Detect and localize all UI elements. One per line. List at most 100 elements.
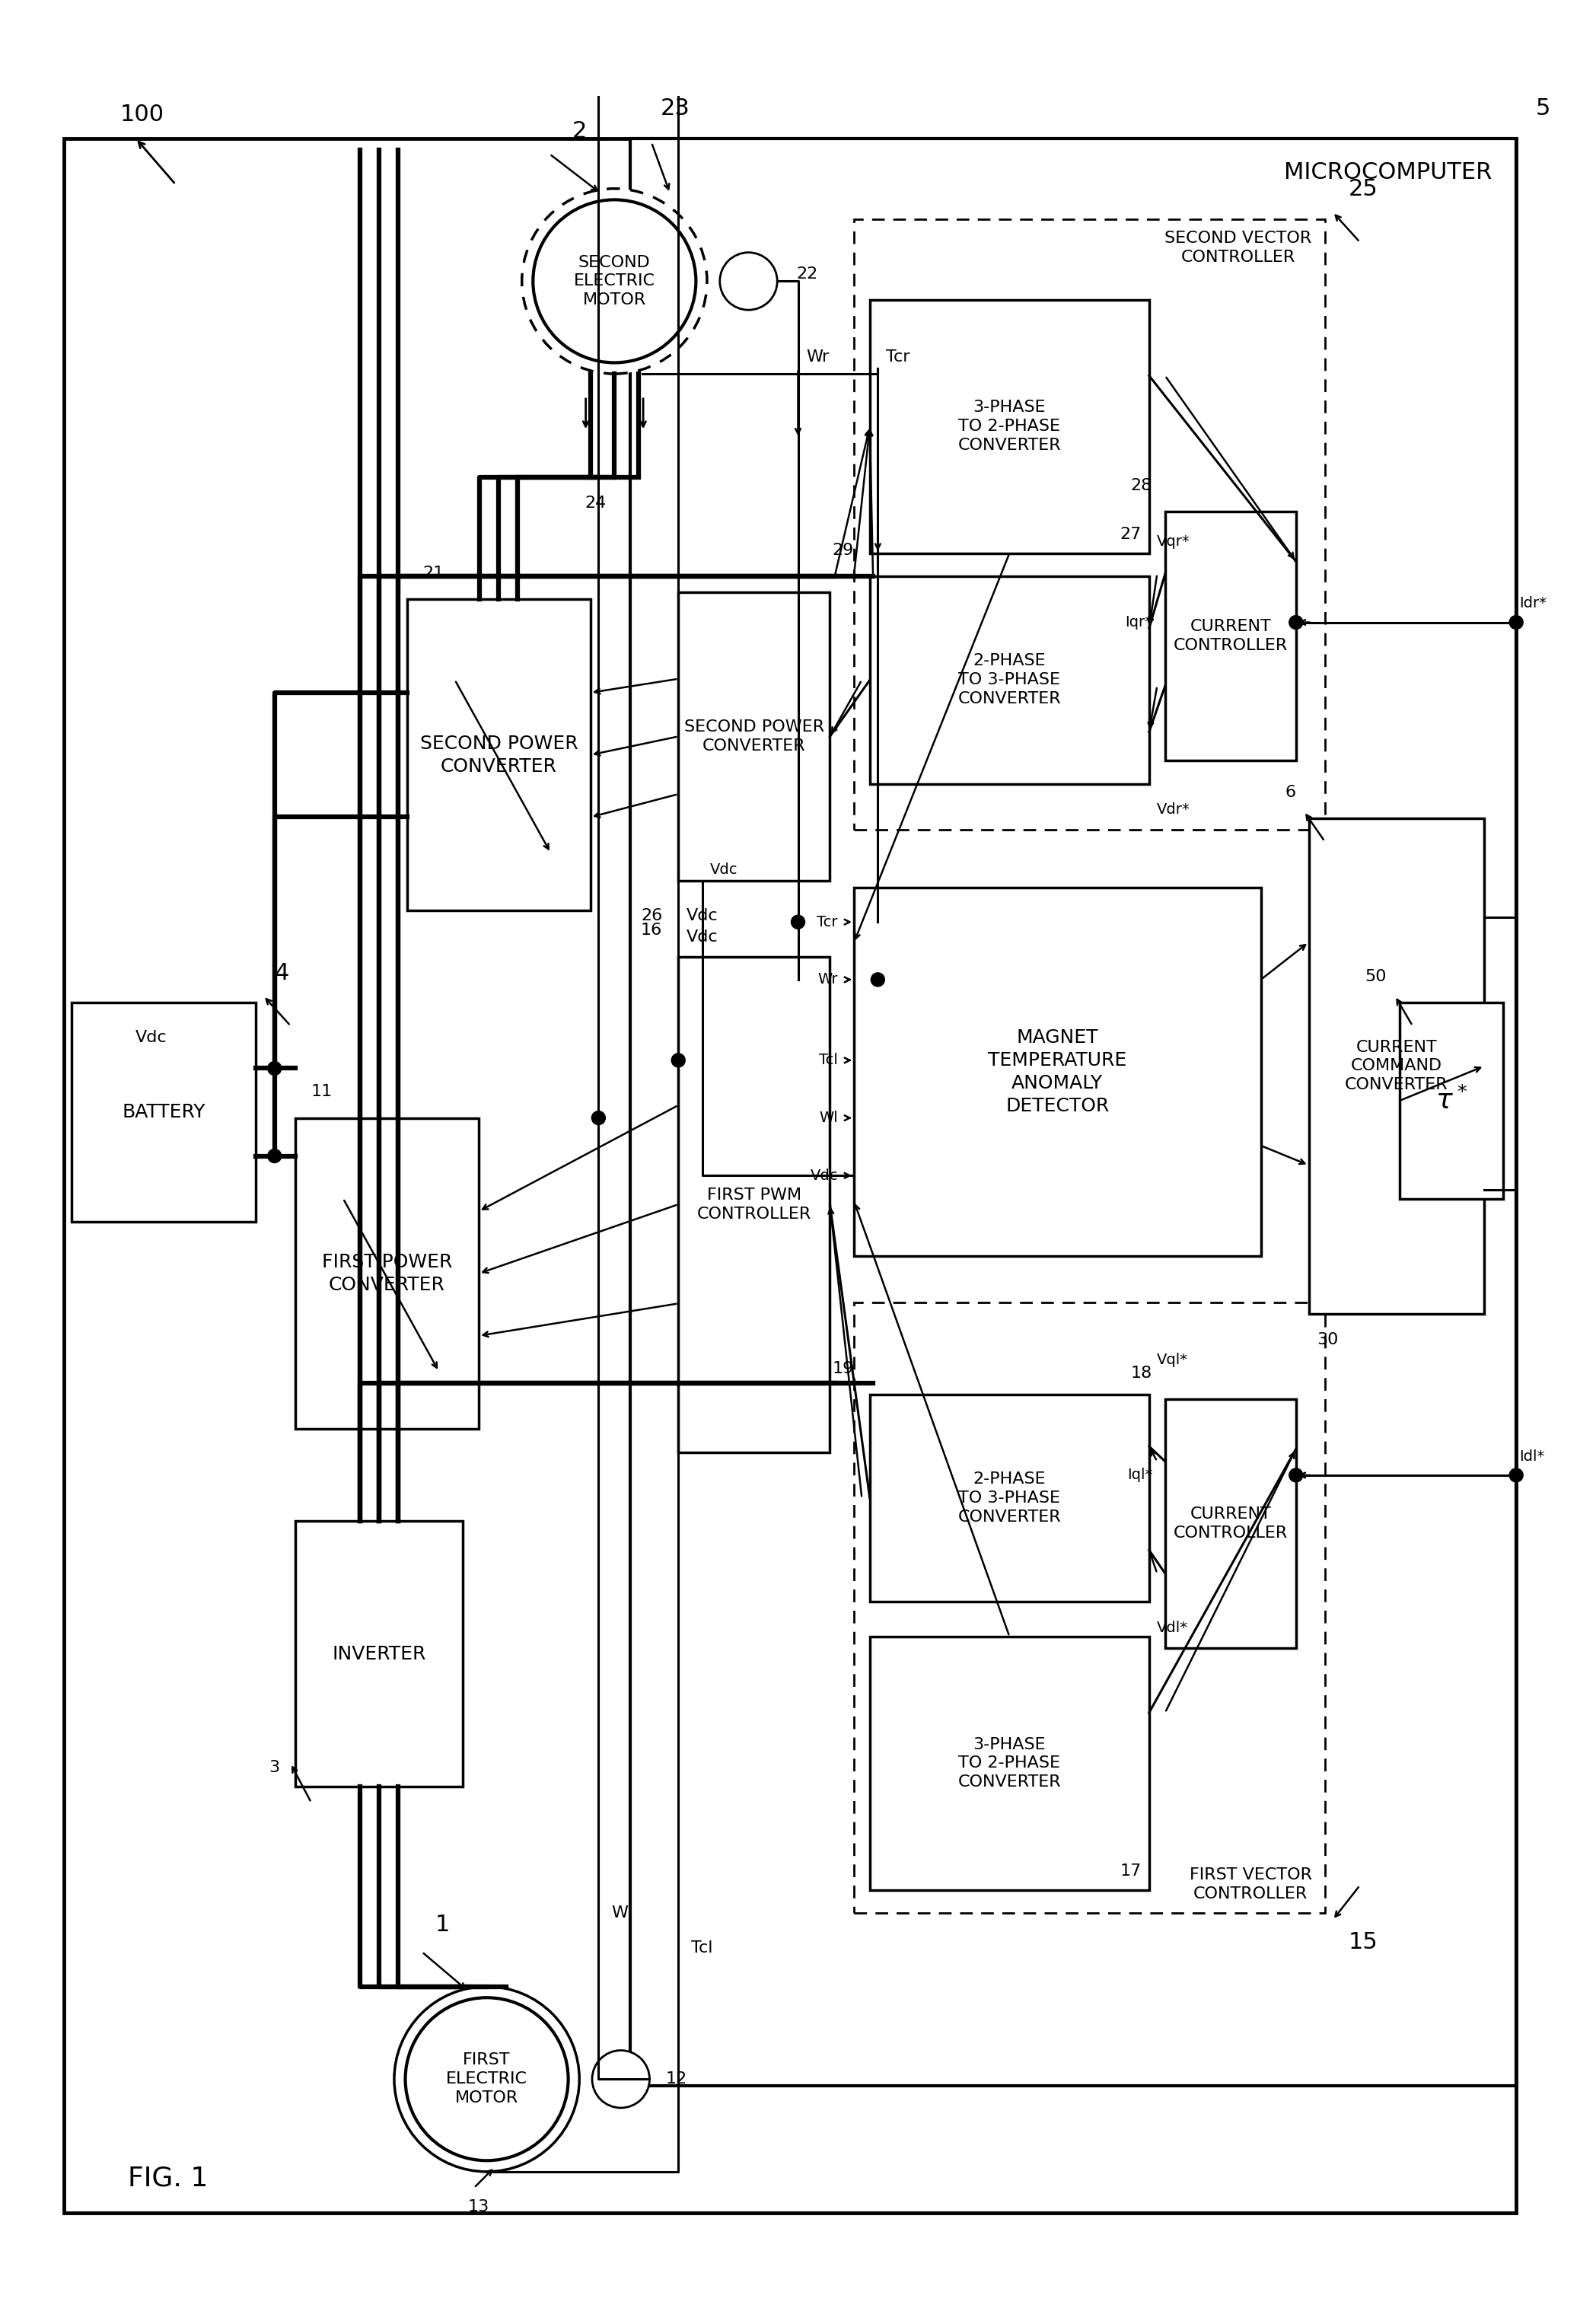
Bar (870, 1637, 1149, 1890)
Bar (870, 300, 1149, 553)
Text: 1: 1 (436, 1913, 450, 1936)
Text: CURRENT
COMMAND
CONVERTER: CURRENT COMMAND CONVERTER (1345, 1040, 1448, 1093)
Text: 19: 19 (833, 1360, 854, 1376)
Text: Vdl*: Vdl* (1157, 1620, 1189, 1634)
Text: 25: 25 (1349, 177, 1377, 201)
Bar (295, 1521, 463, 1786)
Circle shape (720, 254, 777, 309)
Text: Vdc: Vdc (136, 1030, 168, 1046)
Bar (854, 219, 1325, 830)
Text: BATTERY: BATTERY (121, 1104, 206, 1120)
Text: 15: 15 (1349, 1932, 1377, 1955)
Text: Wl: Wl (819, 1111, 838, 1125)
Circle shape (1510, 1468, 1523, 1482)
Text: FIRST
ELECTRIC
MOTOR: FIRST ELECTRIC MOTOR (445, 2054, 528, 2104)
Bar (72, 1003, 255, 1222)
Circle shape (268, 1150, 281, 1162)
Text: FIRST POWER
CONVERTER: FIRST POWER CONVERTER (322, 1254, 452, 1293)
Text: Idl*: Idl* (1519, 1450, 1545, 1464)
Text: 2: 2 (571, 120, 587, 143)
Text: Vdc: Vdc (710, 862, 737, 876)
Text: SECOND VECTOR
CONTROLLER: SECOND VECTOR CONTROLLER (1165, 230, 1312, 265)
Text: 28: 28 (1132, 477, 1152, 493)
Text: 27: 27 (1120, 526, 1141, 542)
Text: 4: 4 (275, 961, 289, 984)
Circle shape (1290, 1468, 1302, 1482)
Text: Wr: Wr (806, 350, 828, 364)
Text: 5: 5 (1535, 97, 1550, 120)
Text: 11: 11 (311, 1083, 332, 1099)
Text: Vdc: Vdc (686, 929, 718, 945)
Text: Wr: Wr (817, 973, 838, 987)
Bar (854, 887, 1261, 1256)
Text: Vdr*: Vdr* (1157, 802, 1191, 816)
Circle shape (592, 1111, 605, 1125)
Text: FIRST VECTOR
CONTROLLER: FIRST VECTOR CONTROLLER (1189, 1867, 1312, 1902)
Text: 50: 50 (1365, 968, 1387, 984)
Text: 2-PHASE
TO 3-PHASE
CONVERTER: 2-PHASE TO 3-PHASE CONVERTER (958, 1473, 1061, 1524)
Text: 24: 24 (586, 496, 606, 512)
Text: Iqr*: Iqr* (1125, 615, 1152, 629)
Bar (678, 592, 830, 881)
Text: Vql*: Vql* (1157, 1353, 1189, 1367)
Bar (1400, 1003, 1503, 1199)
Bar (854, 1302, 1325, 1913)
Text: 18: 18 (1132, 1365, 1152, 1381)
Text: Tcl: Tcl (819, 1053, 838, 1067)
Circle shape (405, 1998, 568, 2160)
Text: SECOND POWER
CONVERTER: SECOND POWER CONVERTER (420, 735, 578, 774)
Text: FIG. 1: FIG. 1 (128, 2164, 207, 2192)
Text: CURRENT
CONTROLLER: CURRENT CONTROLLER (1173, 620, 1288, 652)
Bar (1309, 818, 1484, 1314)
Text: SECOND POWER
CONVERTER: SECOND POWER CONVERTER (685, 719, 824, 754)
Text: Vdc: Vdc (811, 1169, 838, 1182)
Text: 23: 23 (661, 97, 691, 120)
Text: Iql*: Iql* (1127, 1468, 1152, 1482)
Bar (870, 1395, 1149, 1602)
Bar (1165, 1399, 1296, 1648)
Text: Tcr: Tcr (886, 350, 910, 364)
Circle shape (792, 915, 804, 929)
Bar (630, 138, 1516, 2086)
Circle shape (394, 1987, 579, 2171)
Text: FIRST PWM
CONTROLLER: FIRST PWM CONTROLLER (697, 1187, 811, 1222)
Bar (870, 576, 1149, 784)
Text: Tcl: Tcl (691, 1941, 713, 1955)
Text: 100: 100 (120, 104, 164, 127)
Text: 26: 26 (642, 908, 662, 924)
Circle shape (522, 189, 707, 373)
Text: MAGNET
TEMPERATURE
ANOMALY
DETECTOR: MAGNET TEMPERATURE ANOMALY DETECTOR (988, 1028, 1127, 1116)
Text: CURRENT
CONTROLLER: CURRENT CONTROLLER (1173, 1507, 1288, 1540)
Text: MICROCOMPUTER: MICROCOMPUTER (1285, 161, 1492, 184)
Text: Vdc: Vdc (686, 908, 718, 924)
Text: 12: 12 (666, 2072, 686, 2086)
Text: 13: 13 (468, 2199, 490, 2215)
Circle shape (1290, 615, 1302, 629)
Text: 3: 3 (268, 1759, 279, 1775)
Text: $\tau^*$: $\tau^*$ (1435, 1088, 1468, 1113)
Text: 2-PHASE
TO 3-PHASE
CONVERTER: 2-PHASE TO 3-PHASE CONVERTER (958, 655, 1061, 705)
Circle shape (1510, 615, 1523, 629)
Bar (678, 957, 830, 1452)
Circle shape (533, 201, 696, 362)
Text: Wl: Wl (611, 1906, 632, 1920)
Text: Tcr: Tcr (817, 915, 838, 929)
Bar (1165, 512, 1296, 761)
Text: 3-PHASE
TO 2-PHASE
CONVERTER: 3-PHASE TO 2-PHASE CONVERTER (958, 401, 1061, 452)
Bar (407, 599, 591, 910)
Text: 22: 22 (796, 267, 817, 281)
Text: 17: 17 (1120, 1862, 1141, 1879)
Circle shape (672, 1053, 685, 1067)
Text: 21: 21 (423, 565, 444, 581)
Text: 16: 16 (642, 922, 662, 938)
Text: 3-PHASE
TO 2-PHASE
CONVERTER: 3-PHASE TO 2-PHASE CONVERTER (958, 1738, 1061, 1789)
Circle shape (268, 1063, 281, 1074)
Text: 29: 29 (833, 542, 854, 558)
Text: Vqr*: Vqr* (1157, 535, 1191, 549)
Text: SECOND
ELECTRIC
MOTOR: SECOND ELECTRIC MOTOR (573, 256, 656, 307)
Text: INVERTER: INVERTER (332, 1646, 426, 1662)
Text: 30: 30 (1317, 1332, 1339, 1348)
Circle shape (871, 973, 884, 987)
Text: Idr*: Idr* (1519, 597, 1547, 611)
Text: 6: 6 (1285, 784, 1296, 800)
